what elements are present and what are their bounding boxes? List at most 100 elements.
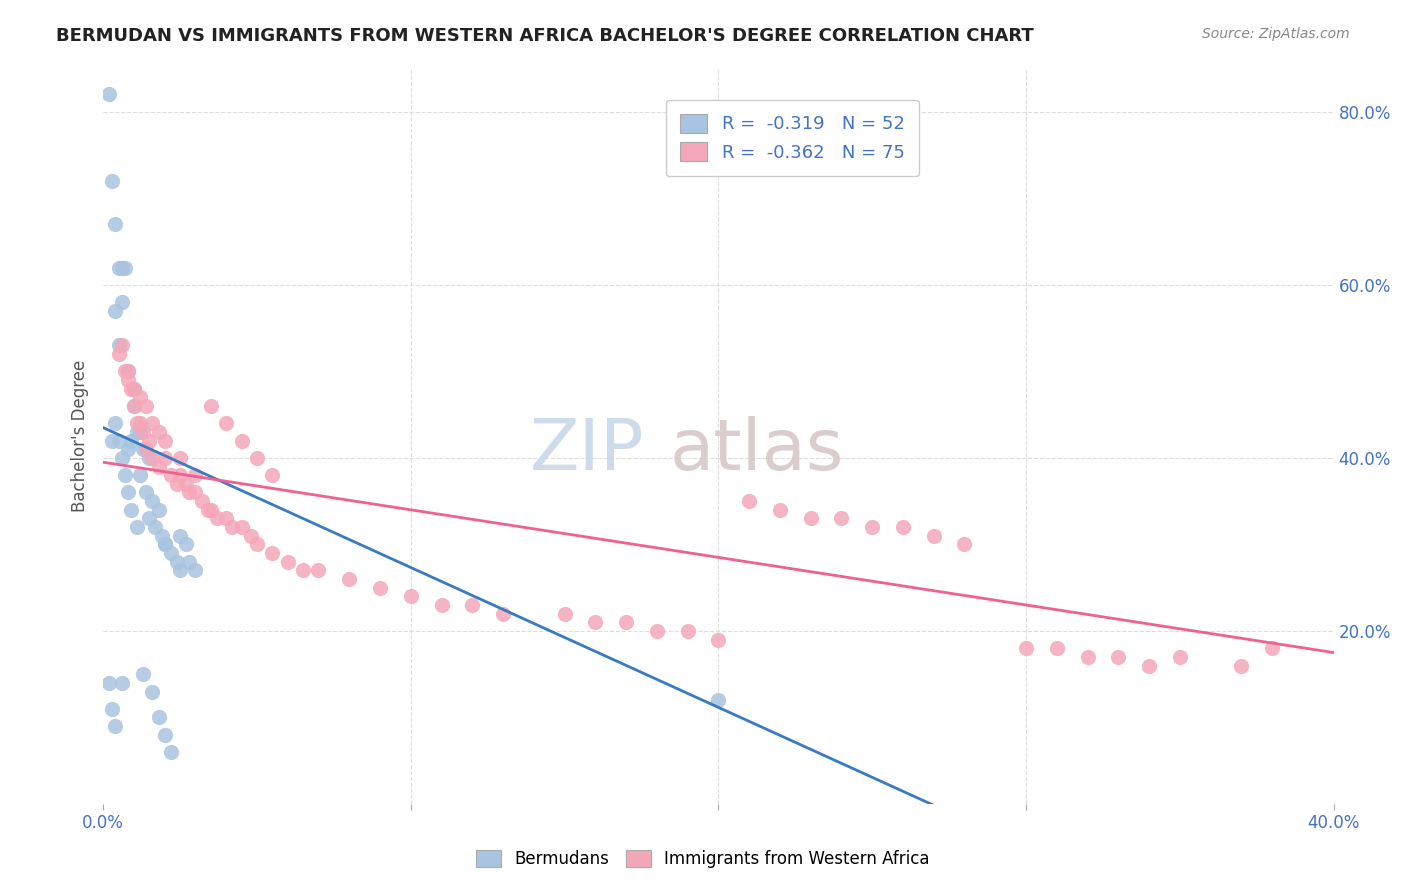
- Point: [184, 563, 207, 577]
- Point: [190, 494, 212, 508]
- Point: [114, 364, 136, 378]
- Point: [174, 476, 197, 491]
- Point: [110, 676, 132, 690]
- Point: [107, 347, 129, 361]
- Text: BERMUDAN VS IMMIGRANTS FROM WESTERN AFRICA BACHELOR'S DEGREE CORRELATION CHART: BERMUDAN VS IMMIGRANTS FROM WESTERN AFRI…: [56, 27, 1033, 45]
- Point: [135, 485, 157, 500]
- Point: [166, 476, 188, 491]
- Point: [1076, 649, 1098, 664]
- Point: [246, 450, 269, 465]
- Point: [125, 417, 148, 431]
- Point: [141, 450, 163, 465]
- Point: [148, 425, 170, 439]
- Point: [169, 468, 191, 483]
- Point: [117, 442, 139, 457]
- Point: [138, 511, 160, 525]
- Point: [110, 338, 132, 352]
- Point: [135, 442, 157, 457]
- Point: [184, 468, 207, 483]
- Point: [174, 537, 197, 551]
- Text: Source: ZipAtlas.com: Source: ZipAtlas.com: [1202, 27, 1350, 41]
- Point: [800, 511, 823, 525]
- Point: [215, 511, 238, 525]
- Point: [292, 563, 315, 577]
- Point: [104, 719, 127, 733]
- Point: [129, 390, 152, 404]
- Point: [159, 546, 181, 560]
- Point: [184, 485, 207, 500]
- Point: [132, 442, 155, 457]
- Point: [148, 710, 170, 724]
- Point: [1137, 658, 1160, 673]
- Point: [337, 572, 360, 586]
- Point: [169, 563, 191, 577]
- Point: [135, 399, 157, 413]
- Point: [738, 494, 761, 508]
- Point: [153, 537, 176, 551]
- Point: [120, 503, 142, 517]
- Point: [110, 295, 132, 310]
- Point: [145, 520, 167, 534]
- Point: [117, 373, 139, 387]
- Point: [169, 529, 191, 543]
- Point: [769, 503, 792, 517]
- Point: [117, 364, 139, 378]
- Point: [614, 615, 637, 630]
- Point: [122, 382, 145, 396]
- Point: [676, 624, 699, 638]
- Point: [122, 399, 145, 413]
- Text: ZIP: ZIP: [530, 417, 644, 485]
- Point: [138, 434, 160, 448]
- Point: [200, 503, 222, 517]
- Point: [148, 459, 170, 474]
- Point: [246, 537, 269, 551]
- Point: [277, 555, 299, 569]
- Point: [1046, 641, 1069, 656]
- Point: [922, 529, 945, 543]
- Point: [153, 434, 176, 448]
- Point: [1168, 649, 1191, 664]
- Point: [125, 425, 148, 439]
- Point: [215, 417, 238, 431]
- Point: [159, 745, 181, 759]
- Point: [1015, 641, 1038, 656]
- Point: [101, 702, 124, 716]
- Point: [107, 434, 129, 448]
- Point: [707, 632, 730, 647]
- Point: [120, 434, 142, 448]
- Point: [114, 468, 136, 483]
- Point: [110, 260, 132, 275]
- Point: [645, 624, 668, 638]
- Point: [117, 485, 139, 500]
- Legend: Bermudans, Immigrants from Western Africa: Bermudans, Immigrants from Western Afric…: [470, 843, 936, 875]
- Point: [262, 546, 284, 560]
- Point: [221, 520, 243, 534]
- Text: atlas: atlas: [669, 417, 844, 485]
- Point: [141, 684, 163, 698]
- Point: [125, 520, 148, 534]
- Point: [132, 425, 155, 439]
- Point: [104, 417, 127, 431]
- Point: [98, 676, 121, 690]
- Point: [179, 555, 201, 569]
- Point: [200, 399, 222, 413]
- Point: [129, 417, 152, 431]
- Point: [860, 520, 883, 534]
- Point: [399, 590, 422, 604]
- Point: [129, 468, 152, 483]
- Point: [239, 529, 262, 543]
- Point: [1261, 641, 1284, 656]
- Point: [129, 425, 152, 439]
- Point: [98, 87, 121, 102]
- Point: [461, 598, 484, 612]
- Point: [132, 667, 155, 681]
- Point: [104, 217, 127, 231]
- Point: [138, 450, 160, 465]
- Point: [707, 693, 730, 707]
- Point: [583, 615, 606, 630]
- Point: [830, 511, 852, 525]
- Point: [153, 728, 176, 742]
- Point: [169, 450, 191, 465]
- Point: [430, 598, 453, 612]
- Point: [166, 555, 188, 569]
